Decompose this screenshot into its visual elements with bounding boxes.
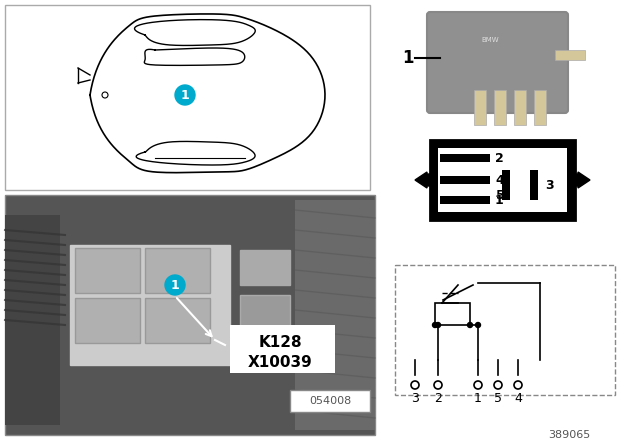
Text: 1: 1 — [171, 279, 179, 292]
Bar — [75, 298, 140, 343]
Bar — [75, 248, 140, 293]
Bar — [240, 250, 290, 285]
Bar — [145, 248, 210, 293]
Circle shape — [175, 85, 195, 105]
Text: 1: 1 — [495, 194, 504, 207]
Text: 3: 3 — [545, 178, 554, 191]
Bar — [295, 200, 375, 430]
FancyArrow shape — [575, 172, 590, 188]
Bar — [145, 298, 210, 343]
Bar — [5, 195, 375, 435]
Text: 5: 5 — [495, 189, 504, 202]
Text: 4: 4 — [514, 392, 522, 405]
Bar — [290, 390, 370, 412]
Text: K128: K128 — [258, 335, 302, 349]
Bar — [530, 170, 538, 200]
Circle shape — [467, 323, 472, 327]
Bar — [240, 295, 290, 330]
Text: 389065: 389065 — [548, 430, 590, 440]
Bar — [502, 170, 510, 200]
Bar — [474, 90, 486, 125]
Bar — [5, 215, 60, 425]
Bar — [435, 303, 470, 325]
Text: 1: 1 — [474, 392, 482, 405]
Bar — [5, 5, 370, 190]
Bar — [440, 154, 490, 162]
Bar — [440, 196, 490, 204]
Text: 3: 3 — [411, 392, 419, 405]
Circle shape — [165, 275, 185, 295]
Text: 4: 4 — [495, 173, 504, 186]
Text: 2: 2 — [434, 392, 442, 405]
Bar — [555, 50, 585, 60]
Bar — [494, 90, 506, 125]
FancyArrow shape — [415, 172, 430, 188]
Text: 054008: 054008 — [309, 396, 351, 406]
Bar — [440, 176, 490, 184]
Bar — [395, 265, 615, 395]
Bar — [70, 245, 230, 365]
Text: X10039: X10039 — [248, 354, 312, 370]
Text: 1: 1 — [403, 49, 413, 67]
FancyBboxPatch shape — [427, 12, 568, 113]
Circle shape — [476, 323, 481, 327]
Bar — [514, 90, 526, 125]
Text: BMW: BMW — [481, 37, 499, 43]
Bar — [438, 148, 567, 212]
Bar — [430, 140, 575, 220]
Bar — [534, 90, 546, 125]
Circle shape — [435, 323, 440, 327]
Text: 1: 1 — [180, 89, 189, 102]
Circle shape — [433, 323, 438, 327]
Bar — [230, 325, 335, 373]
Text: 2: 2 — [495, 151, 504, 164]
Text: 5: 5 — [494, 392, 502, 405]
